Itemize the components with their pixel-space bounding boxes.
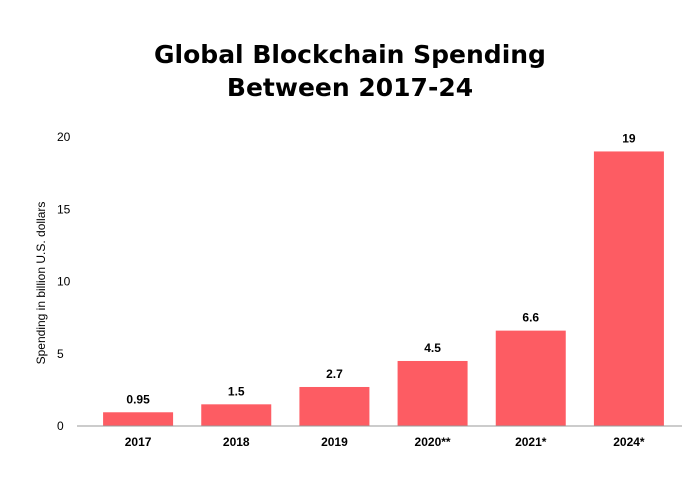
bars <box>103 151 664 426</box>
y-tick-label: 10 <box>57 275 71 289</box>
bar-2021 <box>495 330 566 426</box>
value-labels: 0.95 1.5 2.7 4.5 6.6 19 <box>126 131 636 406</box>
bar-2024 <box>593 151 664 426</box>
value-label: 4.5 <box>424 341 441 355</box>
bar-2019 <box>299 386 370 426</box>
value-label: 19 <box>622 131 636 145</box>
y-axis-label: Spending in billion U.S. dollars <box>34 202 48 365</box>
x-tick-label: 2021* <box>515 435 547 449</box>
y-tick-label: 15 <box>57 202 71 216</box>
x-tick-label: 2019 <box>321 435 348 449</box>
chart-title-line-2: Between 2017-24 <box>226 73 474 102</box>
value-label: 0.95 <box>126 392 150 406</box>
value-label: 2.7 <box>326 367 343 381</box>
y-axis-ticks: 0 5 10 15 20 <box>57 130 71 433</box>
category-labels: 2017 2018 2019 2020** 2021* 2024* <box>125 435 645 449</box>
bar-2020 <box>397 360 468 426</box>
x-tick-label: 2020** <box>415 435 451 449</box>
y-tick-label: 20 <box>57 130 71 144</box>
x-tick-label: 2017 <box>125 435 152 449</box>
chart-title-line-1: Global Blockchain Spending <box>154 40 546 69</box>
chart-title: Global Blockchain Spending Between 2017-… <box>0 38 700 104</box>
y-tick-label: 5 <box>57 347 64 361</box>
x-tick-label: 2018 <box>223 435 250 449</box>
value-label: 6.6 <box>522 311 539 325</box>
bar-2017 <box>103 412 174 426</box>
x-tick-label: 2024* <box>613 435 645 449</box>
bar-2018 <box>201 404 272 426</box>
y-tick-label: 0 <box>57 419 64 433</box>
value-label: 1.5 <box>228 384 245 398</box>
